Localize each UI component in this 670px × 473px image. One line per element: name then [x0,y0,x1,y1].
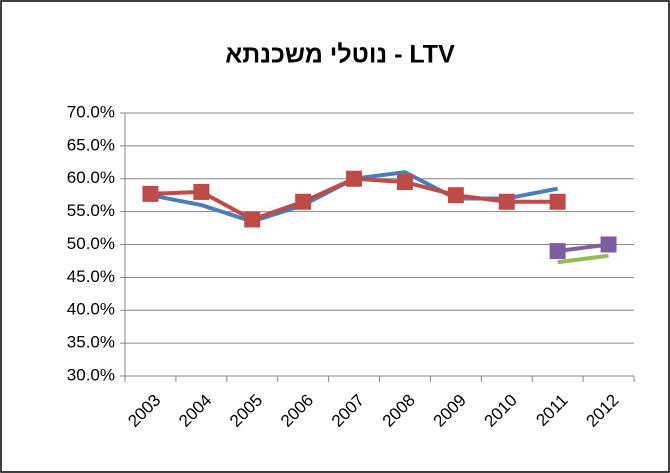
y-tick-label: 30.0% [67,365,115,384]
chart-title: LTV - נוטלי משכנתא [225,41,455,69]
y-tick-label: 55.0% [67,201,115,220]
series-marker [447,187,464,204]
series-marker [193,183,210,200]
series-line [557,253,609,265]
y-tick-label: 35.0% [67,333,115,352]
y-tick-label: 65.0% [67,135,115,154]
series-marker [142,185,159,202]
series-marker [396,174,413,191]
series-marker [600,236,617,253]
series-line [557,242,609,254]
series-marker [549,243,566,260]
series-marker [549,193,566,210]
series-marker [295,193,312,210]
series-marker [244,211,261,228]
series-marker [346,170,363,187]
y-tick-label: 50.0% [67,234,115,253]
y-tick-label: 40.0% [67,300,115,319]
series-marker [498,193,515,210]
y-tick-label: 70.0% [67,102,115,121]
y-tick-label: 60.0% [67,168,115,187]
y-tick-label: 45.0% [67,267,115,286]
